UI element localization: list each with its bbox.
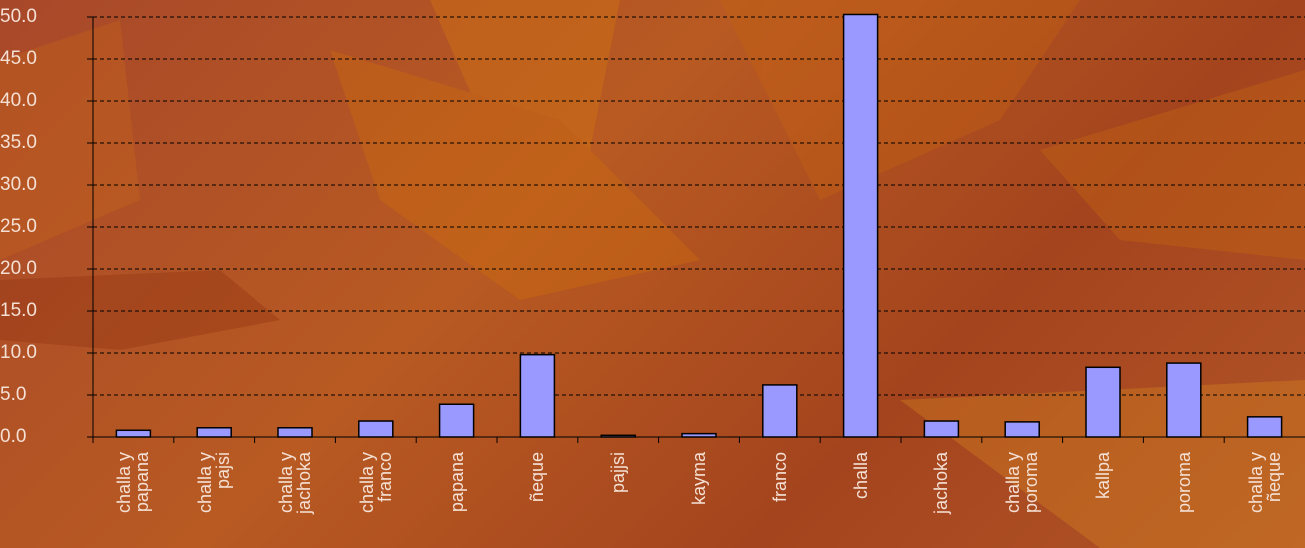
bar [1004,421,1040,438]
y-tick-label: 50.0 [0,6,37,27]
y-tick-label: 5.0 [0,384,26,405]
y-tick-label: 10.0 [0,342,37,363]
x-tick-label: challa y jachoka [276,452,314,515]
x-tick-label: kallpa [1093,452,1113,500]
y-tick-label: 30.0 [0,174,37,195]
y-tick-label: 25.0 [0,216,37,237]
y-tick-label: 20.0 [0,258,37,279]
bar [196,427,232,438]
x-tick-label: challa y pajsi [195,452,234,514]
bar [1246,416,1283,438]
bar [681,432,717,438]
bar [438,403,475,438]
x-tick-label: challa y franco [356,452,395,514]
bar [842,13,879,438]
x-tick-label: poroma [1173,452,1194,514]
x-tick-label: ñeque [527,452,548,503]
bar [762,384,798,438]
bar [277,427,313,438]
y-tick-label: 15.0 [0,300,37,321]
bar [600,434,636,438]
x-tick-label: jachoka [931,452,952,515]
x-tick-label: challa y poroma [1003,452,1042,514]
x-tick-label: challa y ñeque [1245,452,1284,514]
y-tick-label: 35.0 [0,132,37,153]
x-tick-label: pajjsi [608,452,629,494]
y-tick-label: 40.0 [0,90,37,111]
bar [1085,366,1121,438]
bar [358,420,394,438]
x-tick-label: papana [446,452,467,513]
x-tick-label: kayma [689,452,709,506]
x-tick-label: challa [850,452,871,500]
bar [1166,362,1202,438]
bar [519,353,556,438]
x-tick-label: franco [769,452,790,503]
bar [115,429,152,438]
bar [923,420,960,438]
y-tick-label: 0.0 [0,426,26,447]
y-tick-label: 45.0 [0,48,37,69]
x-tick-label: challa y papana [114,452,153,514]
